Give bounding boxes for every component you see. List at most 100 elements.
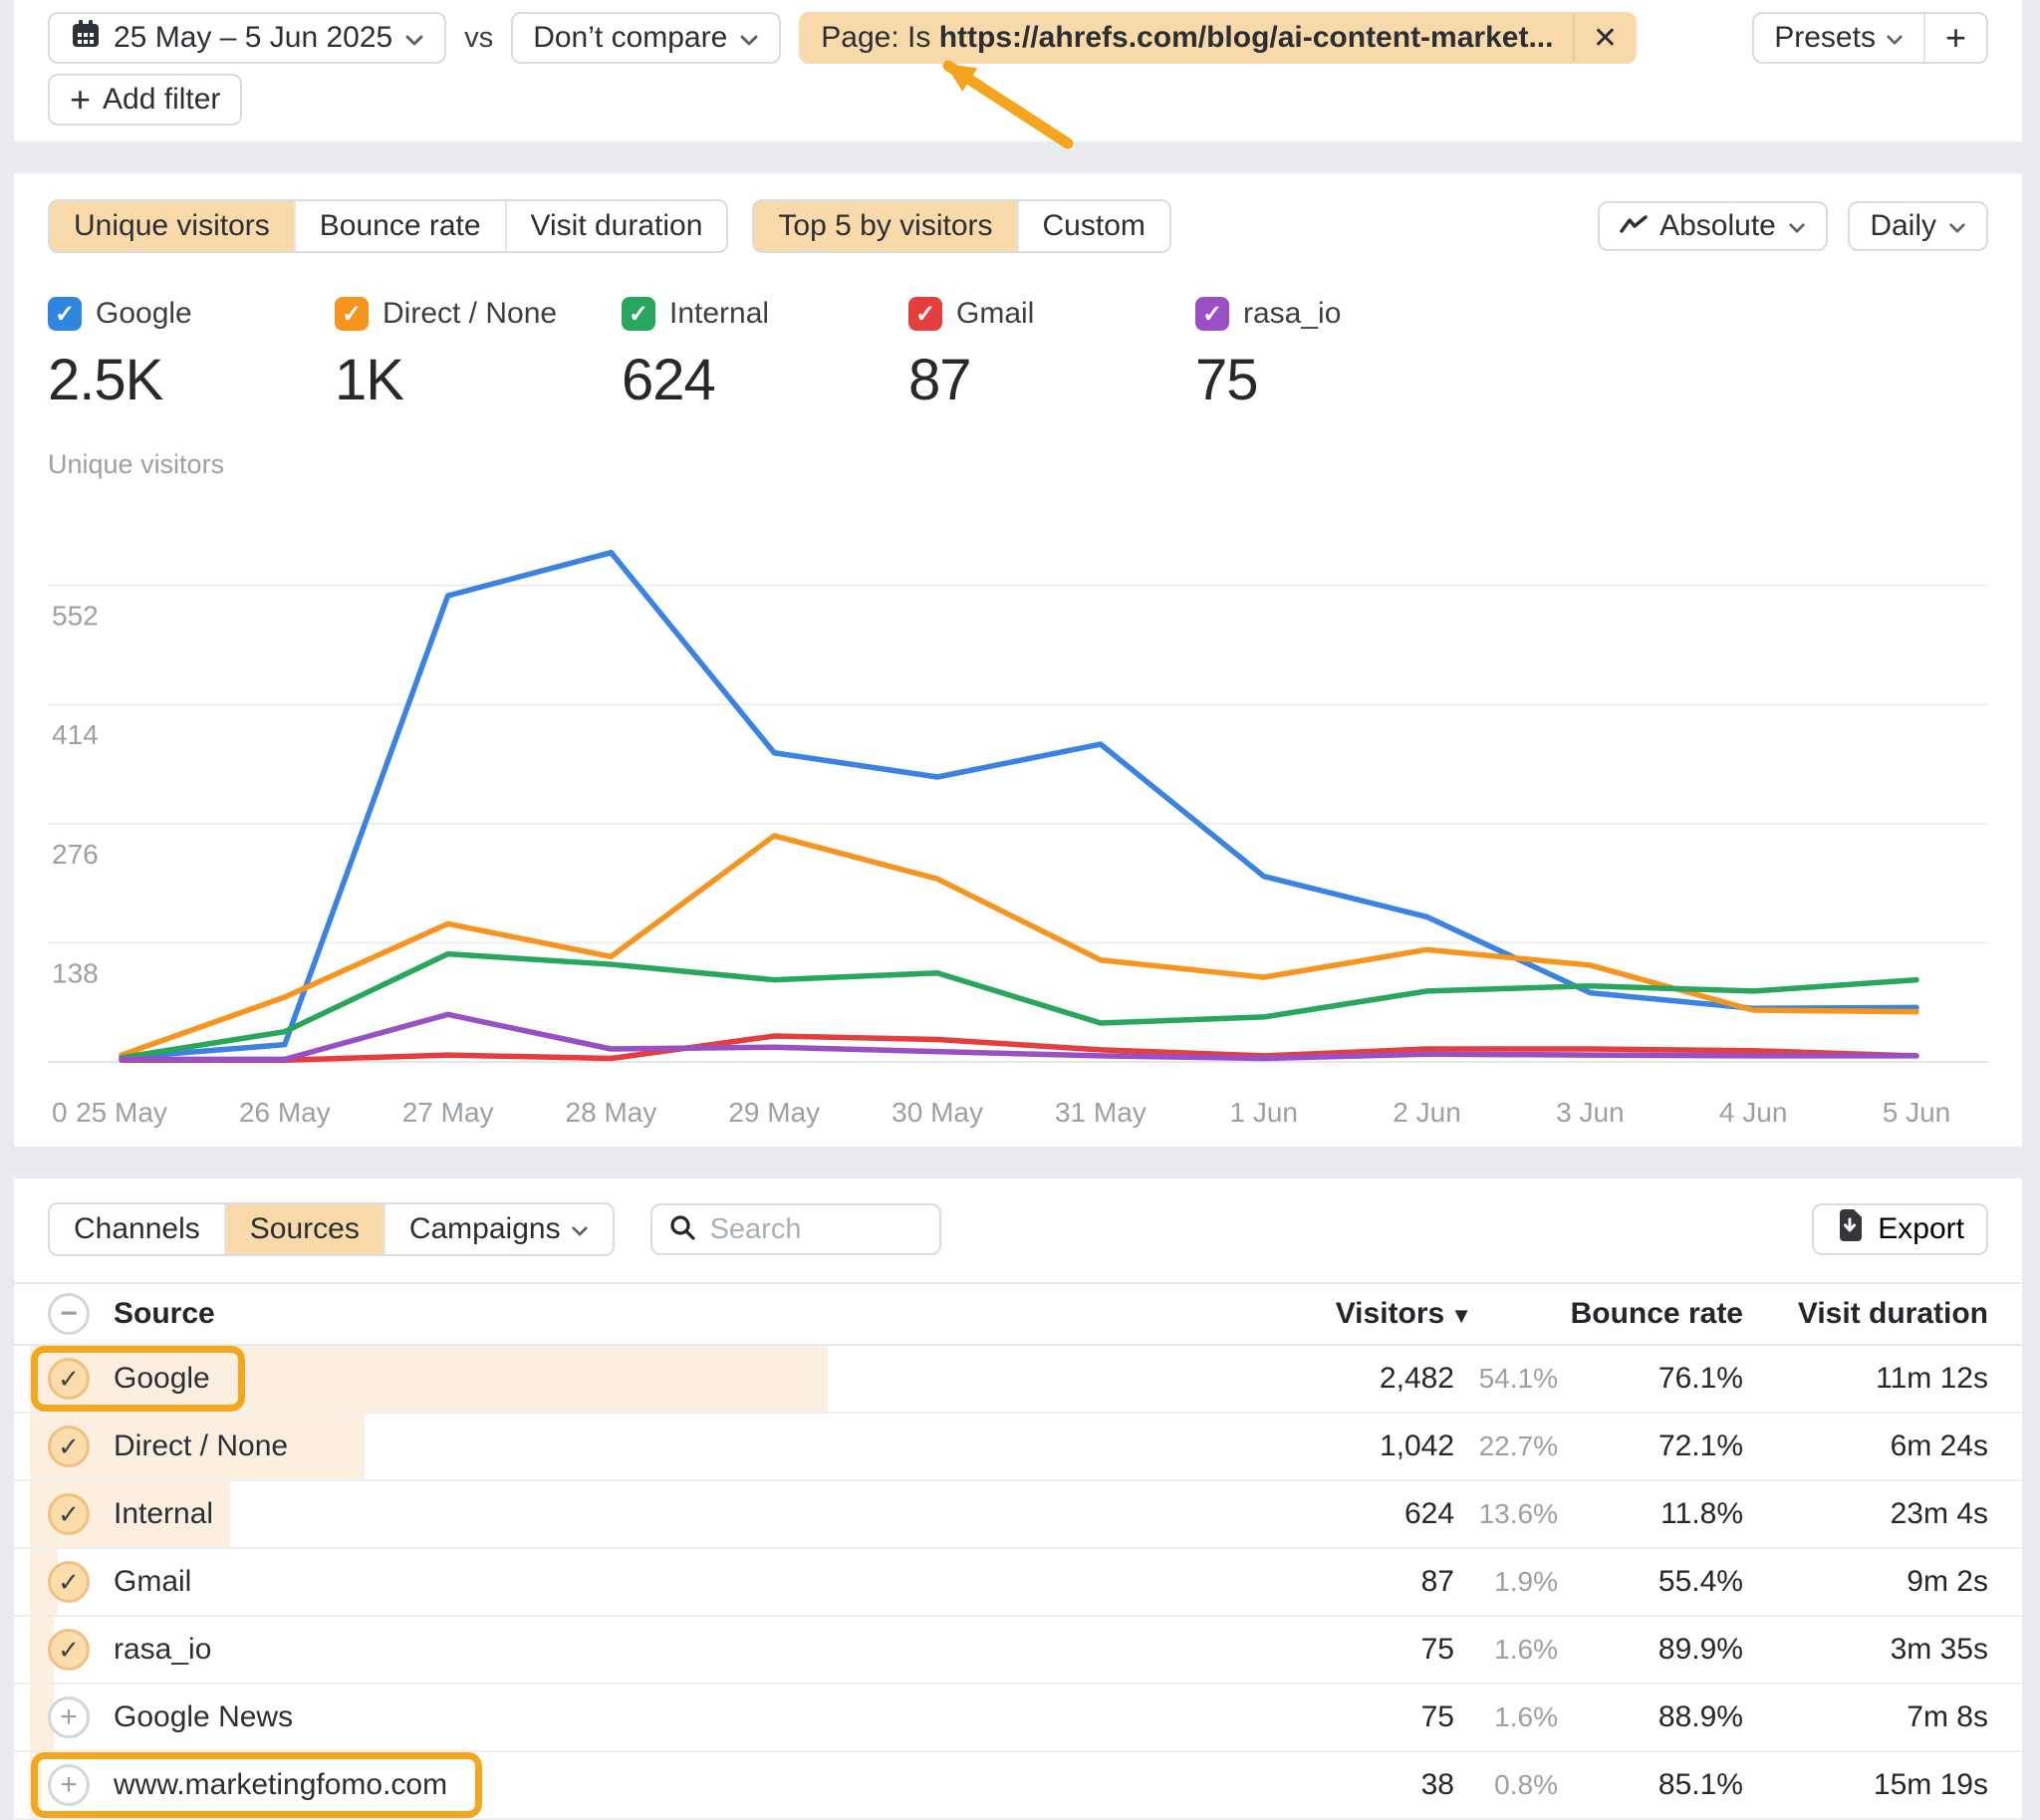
- sort-desc-icon: ▼: [1450, 1303, 1472, 1328]
- plus-icon: +: [1944, 17, 1966, 58]
- bounce-rate-value: 76.1%: [1658, 1362, 1743, 1395]
- svg-text:4 Jun: 4 Jun: [1719, 1097, 1788, 1128]
- tab-sources[interactable]: Sources: [223, 1204, 383, 1254]
- visitors-line-chart: 138 276 414 552 0 25 May 26 May 27 May 28 May 29 …: [48, 549, 1988, 1128]
- chevron-down-icon: [1886, 34, 1904, 46]
- series-line-direct-none: [119, 833, 1919, 1058]
- source-cell: ✓ rasa_io: [48, 1629, 668, 1671]
- collapse-all-button[interactable]: −: [48, 1293, 90, 1335]
- visit-duration-value: 7m 8s: [1907, 1700, 1988, 1733]
- svg-text:552: 552: [52, 601, 99, 632]
- table-body: ✓ Google 2,482 54.1% 76.1% 11m 12s ✓ Dir…: [14, 1346, 2022, 1820]
- export-icon: [1836, 1209, 1864, 1249]
- visit-duration-value: 11m 12s: [1876, 1362, 1988, 1395]
- chart-area: 138 276 414 552 0 25 May 26 May 27 May 28 May 29 …: [48, 484, 1988, 1147]
- tab-bounce-rate[interactable]: Bounce rate: [293, 201, 505, 251]
- svg-text:138: 138: [52, 957, 99, 988]
- series-checkbox[interactable]: ✓: [48, 297, 82, 331]
- tab-visit-duration[interactable]: Visit duration: [504, 201, 727, 251]
- tab-campaigns[interactable]: Campaigns: [382, 1204, 613, 1254]
- toggle-source-button[interactable]: ✓: [48, 1426, 90, 1467]
- visitors-value: 75: [1420, 1700, 1454, 1733]
- add-preset-button[interactable]: +: [1922, 14, 1986, 62]
- tab-label: Sources: [249, 1212, 360, 1245]
- duration-column-header[interactable]: Visit duration: [1797, 1297, 1988, 1330]
- series-checkbox[interactable]: ✓: [622, 297, 655, 331]
- filter-bar: 25 May – 5 Jun 2025 vs Don’t compare Pag…: [14, 0, 2022, 149]
- toggle-source-button[interactable]: +: [48, 1696, 90, 1738]
- chevron-down-icon: [739, 34, 759, 47]
- export-button[interactable]: Export: [1812, 1203, 1988, 1255]
- x-axis-labels: 25 May 26 May 27 May 28 May 29 May 30 May 31 M…: [76, 1097, 1950, 1128]
- tab-label: Visit duration: [530, 209, 703, 242]
- mode-dropdown[interactable]: Absolute: [1598, 201, 1828, 251]
- svg-text:1 Jun: 1 Jun: [1229, 1097, 1298, 1128]
- series-legend: ✓ Google 2.5K ✓ Direct / None 1K ✓ Inter…: [48, 297, 1988, 413]
- presets-group: Presets +: [1752, 12, 1988, 64]
- page-filter-pill[interactable]: Page: Is https://ahrefs.com/blog/ai-cont…: [799, 12, 1638, 64]
- toggle-source-button[interactable]: +: [48, 1764, 90, 1806]
- source-name[interactable]: Internal: [114, 1497, 214, 1530]
- visit-duration-value: 3m 35s: [1890, 1633, 1988, 1666]
- add-filter-label: Add filter: [103, 83, 221, 116]
- toggle-source-button[interactable]: ✓: [48, 1561, 90, 1603]
- bounce-column-header[interactable]: Bounce rate: [1570, 1297, 1743, 1330]
- bounce-rate-value: 55.4%: [1658, 1565, 1743, 1598]
- chevron-down-icon: [404, 34, 424, 47]
- visit-duration-value: 15m 19s: [1873, 1768, 1988, 1801]
- source-name[interactable]: Google: [114, 1362, 210, 1395]
- series-checkbox[interactable]: ✓: [1195, 297, 1229, 331]
- legend-item: ✓ Direct / None 1K: [335, 297, 622, 413]
- series-label: Direct / None: [382, 297, 558, 330]
- tab-channels[interactable]: Channels: [50, 1204, 224, 1254]
- svg-text:31 May: 31 May: [1055, 1097, 1147, 1128]
- visitors-share: 1.9%: [1494, 1566, 1558, 1597]
- mode-label: Absolute: [1659, 209, 1776, 242]
- legend-item: ✓ Internal 624: [622, 297, 908, 413]
- visitors-share-bar: [30, 1685, 54, 1750]
- compare-dropdown[interactable]: Don’t compare: [511, 12, 782, 64]
- visitors-value: 38: [1420, 1768, 1454, 1801]
- bounce-rate-value: 11.8%: [1660, 1497, 1744, 1530]
- add-filter-button[interactable]: + Add filter: [48, 74, 243, 126]
- source-name[interactable]: Gmail: [114, 1565, 192, 1598]
- visitors-column-header[interactable]: Visitors ▼: [1335, 1297, 1472, 1330]
- svg-text:5 Jun: 5 Jun: [1883, 1097, 1951, 1128]
- source-name[interactable]: Google News: [114, 1700, 294, 1733]
- tab-custom[interactable]: Custom: [1016, 201, 1169, 251]
- legend-item: ✓ rasa_io 75: [1195, 297, 1482, 413]
- presets-dropdown[interactable]: Presets: [1754, 14, 1923, 62]
- svg-text:26 May: 26 May: [239, 1097, 331, 1128]
- tab-unique-visitors[interactable]: Unique visitors: [50, 201, 294, 251]
- visitors-share: 1.6%: [1494, 1701, 1558, 1732]
- bounce-rate-value: 88.9%: [1658, 1700, 1743, 1733]
- visitors-share: 22.7%: [1478, 1430, 1559, 1461]
- source-cell: ✓ Google: [31, 1346, 245, 1412]
- legend-item: ✓ Gmail 87: [908, 297, 1195, 413]
- granularity-dropdown[interactable]: Daily: [1848, 201, 1988, 251]
- svg-text:3 Jun: 3 Jun: [1556, 1097, 1625, 1128]
- close-icon[interactable]: ✕: [1573, 14, 1635, 62]
- source-cell: ✓ Gmail: [48, 1561, 658, 1603]
- toggle-source-button[interactable]: ✓: [48, 1493, 90, 1535]
- source-cell: ✓ Internal: [48, 1493, 669, 1535]
- series-checkbox[interactable]: ✓: [908, 297, 942, 331]
- plus-icon: +: [70, 79, 92, 120]
- tab-top-5-by-visitors[interactable]: Top 5 by visitors: [754, 201, 1017, 251]
- tab-label: Unique visitors: [74, 209, 270, 242]
- source-name[interactable]: www.marketingfomo.com: [114, 1768, 448, 1801]
- visitors-value: 624: [1403, 1497, 1455, 1530]
- chevron-down-icon: [1948, 222, 1966, 234]
- toggle-source-button[interactable]: ✓: [48, 1358, 90, 1400]
- visit-duration-value: 6m 24s: [1890, 1430, 1989, 1462]
- bounce-rate-value: 72.1%: [1658, 1430, 1744, 1462]
- date-range-picker[interactable]: 25 May – 5 Jun 2025: [48, 12, 447, 64]
- source-name[interactable]: rasa_io: [114, 1633, 212, 1666]
- svg-text:30 May: 30 May: [892, 1097, 983, 1128]
- source-name[interactable]: Direct / None: [114, 1430, 289, 1462]
- series-checkbox[interactable]: ✓: [335, 297, 369, 331]
- presets-label: Presets: [1774, 21, 1876, 54]
- legend-item: ✓ Google 2.5K: [48, 297, 335, 413]
- search-input[interactable]: [709, 1212, 909, 1246]
- toggle-source-button[interactable]: ✓: [48, 1629, 90, 1671]
